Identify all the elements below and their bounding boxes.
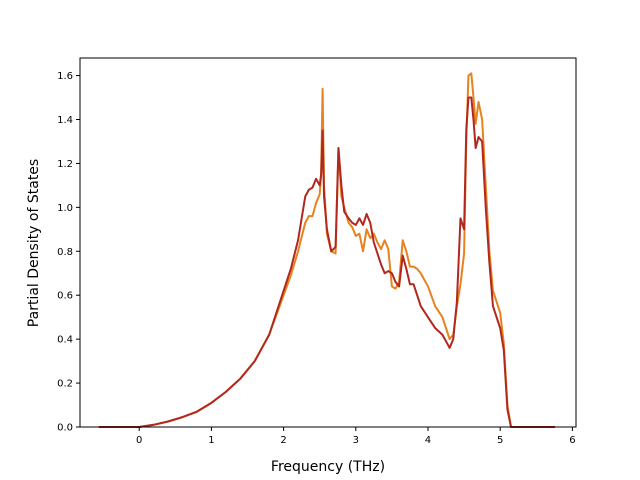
series-layer: [98, 72, 556, 428]
x-axis-ticks: 0 1 2 3 4 5 6: [136, 427, 576, 446]
series-line-1: [98, 72, 556, 428]
y-tick-label: 1.0: [57, 203, 73, 214]
x-tick-label: 3: [353, 435, 359, 446]
y-tick-label: 1.2: [57, 159, 73, 170]
x-tick-label: 4: [425, 435, 431, 446]
x-tick-label: 0: [136, 435, 142, 446]
y-tick-label: 0.2: [57, 379, 73, 390]
y-tick-label: 0.8: [57, 247, 73, 258]
plot-frame: [79, 57, 577, 428]
x-tick-label: 5: [497, 435, 503, 446]
x-tick-label: 2: [280, 435, 286, 446]
y-axis-label: Partial Density of States: [26, 159, 42, 327]
x-tick-label: 1: [208, 435, 214, 446]
series-line-2: [98, 96, 556, 428]
y-tick-label: 0.6: [57, 291, 73, 302]
y-tick-label: 1.4: [57, 115, 73, 126]
x-tick-label: 6: [569, 435, 575, 446]
x-axis-label: Frequency (THz): [271, 459, 385, 475]
y-tick-label: 0.0: [57, 423, 73, 434]
y-axis-ticks: 0.0 0.2 0.4 0.6 0.8 1.0 1.2 1.4 1.6: [57, 71, 80, 434]
y-tick-label: 1.6: [57, 71, 73, 82]
y-tick-label: 0.4: [57, 335, 73, 346]
